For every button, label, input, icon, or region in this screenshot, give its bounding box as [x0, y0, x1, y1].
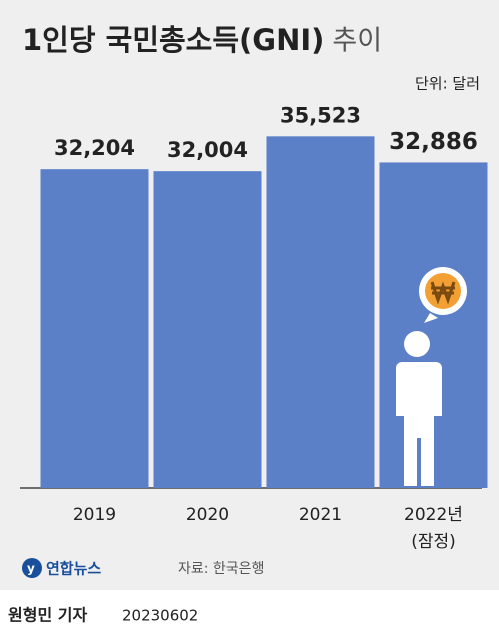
- x-tick-label: 2022년: [404, 505, 463, 525]
- x-tick-label: 2019: [73, 505, 116, 525]
- x-tick-label: 2021: [299, 505, 342, 525]
- bar: [153, 171, 262, 488]
- bar: [266, 136, 375, 488]
- unit-label: 단위: 달러: [415, 75, 480, 93]
- chart-subtitle: 추이: [332, 26, 382, 57]
- source-label: 자료: 한국은행: [178, 561, 264, 577]
- value-label: 32,886: [389, 129, 478, 155]
- x-tick-label: 2020: [186, 505, 229, 525]
- chart-title: 1인당 국민총소득(GNI): [22, 23, 324, 57]
- person-icon: [396, 267, 467, 486]
- agency-name: 연합뉴스: [46, 560, 101, 578]
- agency-logo: y: [22, 558, 42, 578]
- value-label: 35,523: [280, 103, 361, 127]
- svg-text:y: y: [27, 562, 35, 576]
- date: 20230602: [122, 607, 198, 625]
- value-label: 32,204: [54, 136, 135, 160]
- bar: [40, 169, 149, 488]
- reporter: 원형민 기자: [8, 606, 87, 625]
- category-note: (잠정): [411, 532, 456, 552]
- value-label: 32,004: [167, 138, 248, 162]
